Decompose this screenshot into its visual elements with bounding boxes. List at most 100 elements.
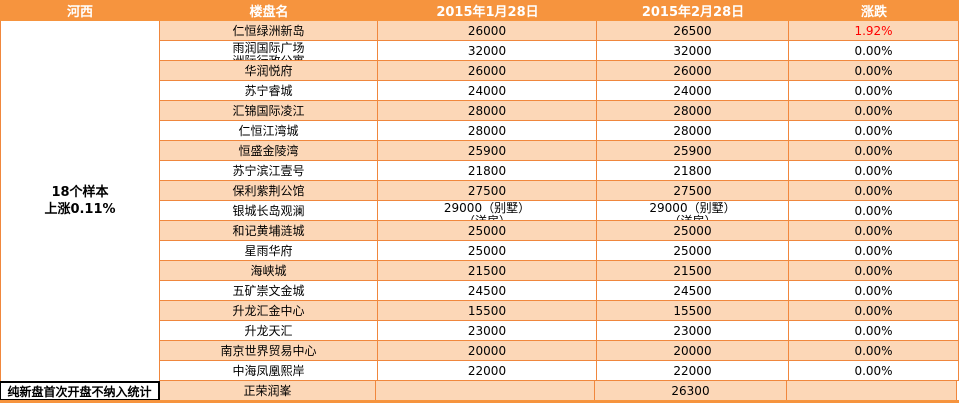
- footer-property-name-cell: 正荣润峯: [160, 381, 376, 400]
- table-row: 汇锦国际凌江 28000 28000 0.00%: [160, 101, 959, 121]
- price-feb-cell: 23000: [597, 321, 789, 340]
- price-jan-cell: 32000: [378, 41, 597, 60]
- price-feb-cell: 26500: [597, 21, 789, 40]
- region-summary-cell: 18个样本 上涨0.11%: [0, 21, 160, 381]
- price-jan-cell: 26000: [378, 21, 597, 40]
- price-jan-cell: 25000: [378, 221, 597, 240]
- price-jan-cell: 26000: [378, 61, 597, 80]
- table-row: 银城长岛观澜 29000（别墅）（洋房） 29000（别墅）（洋房） 0.00%: [160, 201, 959, 221]
- change-cell: 0.00%: [789, 241, 959, 260]
- table-row: 保利紫荆公馆 27500 27500 0.00%: [160, 181, 959, 201]
- change-cell: 0.00%: [789, 61, 959, 80]
- property-name-cell: 五矿崇文金城: [160, 281, 378, 300]
- price-jan-cell: 29000（别墅）（洋房）: [378, 201, 597, 220]
- table-row: 仁恒江湾城 28000 28000 0.00%: [160, 121, 959, 141]
- table-row: 雨润国际广场洲际行政公寓 32000 32000 0.00%: [160, 41, 959, 61]
- price-feb-cell: 32000: [597, 41, 789, 60]
- price-jan-cell: 22000: [378, 361, 597, 380]
- region-sample-count: 18个样本: [51, 185, 109, 200]
- change-cell: 0.00%: [789, 341, 959, 360]
- price-feb-cell: 25000: [597, 221, 789, 240]
- change-cell: 0.00%: [789, 121, 959, 140]
- price-feb-cell: 29000（别墅）（洋房）: [597, 201, 789, 220]
- price-jan-cell: 23000: [378, 321, 597, 340]
- table-row: 星雨华府 25000 25000 0.00%: [160, 241, 959, 261]
- price-feb-cell: 26000: [597, 61, 789, 80]
- table-bottom-border: [0, 400, 959, 403]
- header-region: 河西: [66, 5, 93, 20]
- footer-change-cell: [787, 381, 957, 400]
- price-feb-cell: 22000: [597, 361, 789, 380]
- change-cell: 0.00%: [789, 361, 959, 380]
- change-cell: 1.92%: [789, 21, 959, 40]
- price-feb-cell: 24500: [597, 281, 789, 300]
- price-feb-cell: 24000: [597, 81, 789, 100]
- change-cell: 0.00%: [789, 141, 959, 160]
- price-feb-cell: 15500: [597, 301, 789, 320]
- table-row: 苏宁滨江壹号 21800 21800 0.00%: [160, 161, 959, 181]
- price-feb-cell: 21800: [597, 161, 789, 180]
- property-name-cell: 星雨华府: [160, 241, 378, 260]
- property-name-cell: 保利紫荆公馆: [160, 181, 378, 200]
- price-jan-cell: 21500: [378, 261, 597, 280]
- change-cell: 0.00%: [789, 101, 959, 120]
- price-feb-cell: 25000: [597, 241, 789, 260]
- price-feb-cell: 28000: [597, 101, 789, 120]
- price-feb-cell: 21500: [597, 261, 789, 280]
- price-feb-cell: 20000: [597, 341, 789, 360]
- table-body-rows: 仁恒绿洲新岛 26000 26500 1.92% 雨润国际广场洲际行政公寓 32…: [160, 21, 959, 381]
- footer-price-jan-cell: [376, 381, 595, 400]
- change-cell: 0.00%: [789, 281, 959, 300]
- property-name-cell: 华润悦府: [160, 61, 378, 80]
- table-row: 五矿崇文金城 24500 24500 0.00%: [160, 281, 959, 301]
- table-row: 仁恒绿洲新岛 26000 26500 1.92%: [160, 21, 959, 41]
- property-name-cell: 汇锦国际凌江: [160, 101, 378, 120]
- property-name-cell: 银城长岛观澜: [160, 201, 378, 220]
- property-name-cell: 升龙天汇: [160, 321, 378, 340]
- footer-price-feb-cell: 26300: [595, 381, 787, 400]
- change-cell: 0.00%: [789, 41, 959, 60]
- price-jan-cell: 20000: [378, 341, 597, 360]
- region-footnote-cell: 纯新盘首次开盘不纳入统计: [0, 381, 160, 400]
- change-cell: 0.00%: [789, 201, 959, 220]
- table-body: 18个样本 上涨0.11% 仁恒绿洲新岛 26000 26500 1.92% 雨…: [0, 21, 959, 381]
- header-date-jan: 2015年1月28日: [436, 5, 539, 20]
- change-cell: 0.00%: [789, 321, 959, 340]
- property-name-cell: 苏宁睿城: [160, 81, 378, 100]
- table-row: 升龙汇金中心 15500 15500 0.00%: [160, 301, 959, 321]
- table-row: 苏宁睿城 24000 24000 0.00%: [160, 81, 959, 101]
- change-cell: 0.00%: [789, 301, 959, 320]
- table-row: 中海凤凰熙岸 22000 22000 0.00%: [160, 361, 959, 381]
- table-row: 和记黄埔涟城 25000 25000 0.00%: [160, 221, 959, 241]
- header-property-name: 楼盘名: [249, 5, 289, 20]
- property-name-cell: 恒盛金陵湾: [160, 141, 378, 160]
- price-feb-cell: 25900: [597, 141, 789, 160]
- price-jan-cell: 15500: [378, 301, 597, 320]
- price-jan-cell: 25000: [378, 241, 597, 260]
- table-row: 南京世界贸易中心 20000 20000 0.00%: [160, 341, 959, 361]
- change-cell: 0.00%: [789, 181, 959, 200]
- property-name-cell: 苏宁滨江壹号: [160, 161, 378, 180]
- header-date-feb: 2015年2月28日: [641, 5, 745, 20]
- change-cell: 0.00%: [789, 261, 959, 280]
- change-cell: 0.00%: [789, 161, 959, 180]
- price-jan-cell: 24500: [378, 281, 597, 300]
- price-feb-cell: 27500: [597, 181, 789, 200]
- price-jan-cell: 25900: [378, 141, 597, 160]
- table-row: 华润悦府 26000 26000 0.00%: [160, 61, 959, 81]
- property-name-cell: 仁恒绿洲新岛: [160, 21, 378, 40]
- table-row: 海峡城 21500 21500 0.00%: [160, 261, 959, 281]
- header-change: 涨跌: [860, 5, 887, 20]
- change-cell: 0.00%: [789, 81, 959, 100]
- table-footer-row: 纯新盘首次开盘不纳入统计 正荣润峯 26300: [0, 381, 959, 400]
- property-name-cell: 海峡城: [160, 261, 378, 280]
- change-cell: 0.00%: [789, 221, 959, 240]
- price-jan-cell: 27500: [378, 181, 597, 200]
- price-feb-cell: 28000: [597, 121, 789, 140]
- table-header-row: 河西 楼盘名 2015年1月28日 2015年2月28日 涨跌: [0, 0, 959, 21]
- region-change-summary: 上涨0.11%: [44, 202, 116, 217]
- table-row: 恒盛金陵湾 25900 25900 0.00%: [160, 141, 959, 161]
- property-name-cell: 中海凤凰熙岸: [160, 361, 378, 380]
- price-jan-cell: 21800: [378, 161, 597, 180]
